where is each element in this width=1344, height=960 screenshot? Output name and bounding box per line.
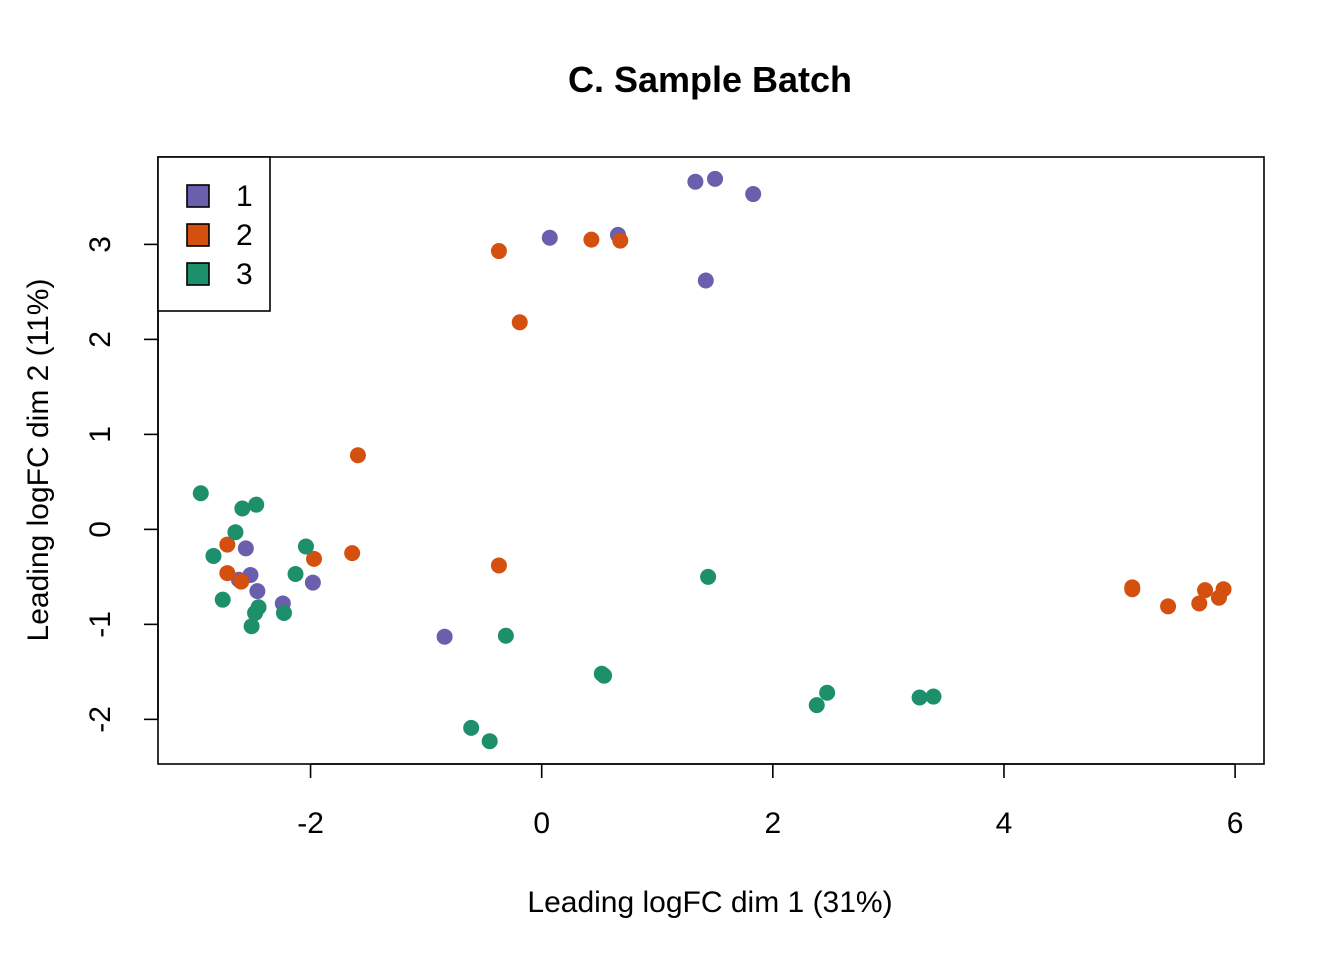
data-point-batch-2: [583, 231, 600, 248]
x-tick-label: 6: [1227, 807, 1244, 840]
data-point-batch-3: [481, 733, 498, 750]
y-tick-label: 2: [84, 331, 117, 348]
legend-label-1: 1: [236, 180, 253, 213]
data-point-batch-1: [237, 540, 254, 557]
data-point-batch-3: [227, 524, 244, 541]
legend-label-3: 3: [236, 258, 253, 291]
data-point-batch-3: [596, 667, 613, 684]
data-point-batch-1: [687, 173, 704, 190]
data-point-batch-3: [700, 568, 717, 585]
data-point-batch-2: [233, 573, 250, 590]
y-axis: -2 -1 0 1 2 3: [84, 236, 159, 733]
data-point-batch-1: [436, 628, 453, 645]
data-point-batch-3: [192, 485, 209, 502]
data-point-batch-2: [490, 243, 507, 260]
data-point-batch-2: [1197, 582, 1214, 599]
data-point-batch-2: [219, 536, 236, 553]
plot-area-frame: [157, 156, 1265, 765]
data-point-batch-3: [247, 604, 264, 621]
x-axis: -2 0 2 4 6: [297, 763, 1244, 840]
y-tick-label: 0: [84, 521, 117, 538]
x-axis-label: Leading logFC dim 1 (31%): [527, 886, 892, 919]
data-point-batch-2: [1124, 581, 1141, 598]
y-tick-label: -1: [84, 611, 117, 638]
data-point-batch-3: [925, 688, 942, 705]
data-point-batch-3: [297, 538, 314, 555]
y-tick-label: 3: [84, 236, 117, 253]
data-point-batch-3: [463, 719, 480, 736]
data-point-batch-2: [490, 557, 507, 574]
legend-swatch-2: [186, 223, 210, 247]
y-tick-label: 1: [84, 426, 117, 443]
data-point-batch-3: [287, 566, 304, 583]
data-point-batch-2: [511, 314, 528, 331]
data-point-batch-2: [219, 565, 236, 582]
data-points: [192, 170, 1232, 750]
data-point-batch-3: [214, 591, 231, 608]
x-tick-label: 4: [996, 807, 1013, 840]
legend-label-2: 2: [236, 219, 253, 252]
data-point-batch-3: [275, 604, 292, 621]
data-point-batch-2: [1160, 598, 1177, 615]
legend-frame: [157, 156, 271, 312]
data-point-batch-3: [819, 684, 836, 701]
data-point-batch-1: [541, 229, 558, 246]
legend-swatch-3: [186, 262, 210, 286]
data-point-batch-2: [306, 550, 323, 567]
y-axis-label: Leading logFC dim 2 (11%): [22, 279, 55, 642]
data-point-batch-1: [304, 574, 321, 591]
data-point-batch-3: [234, 500, 251, 517]
data-point-batch-2: [344, 545, 361, 562]
data-point-batch-3: [243, 618, 260, 635]
data-point-batch-3: [911, 689, 928, 706]
data-point-batch-3: [497, 627, 514, 644]
data-point-batch-2: [349, 447, 366, 464]
data-point-batch-3: [808, 697, 825, 714]
data-point-batch-1: [745, 186, 762, 203]
legend-swatch-1: [186, 184, 210, 208]
x-tick-label: -2: [297, 807, 324, 840]
x-tick-label: 2: [764, 807, 781, 840]
x-tick-label: 0: [533, 807, 550, 840]
chart-title: C. Sample Batch: [568, 59, 852, 100]
data-point-batch-2: [1191, 595, 1208, 612]
data-point-batch-3: [248, 496, 265, 513]
data-point-batch-3: [205, 547, 222, 564]
data-point-batch-1: [707, 170, 724, 187]
data-point-batch-2: [1215, 581, 1232, 598]
data-point-batch-1: [697, 272, 714, 289]
y-tick-label: -2: [84, 706, 117, 733]
data-point-batch-2: [612, 232, 629, 249]
legend: 1 2 3: [157, 156, 271, 312]
data-point-batch-1: [249, 583, 266, 600]
